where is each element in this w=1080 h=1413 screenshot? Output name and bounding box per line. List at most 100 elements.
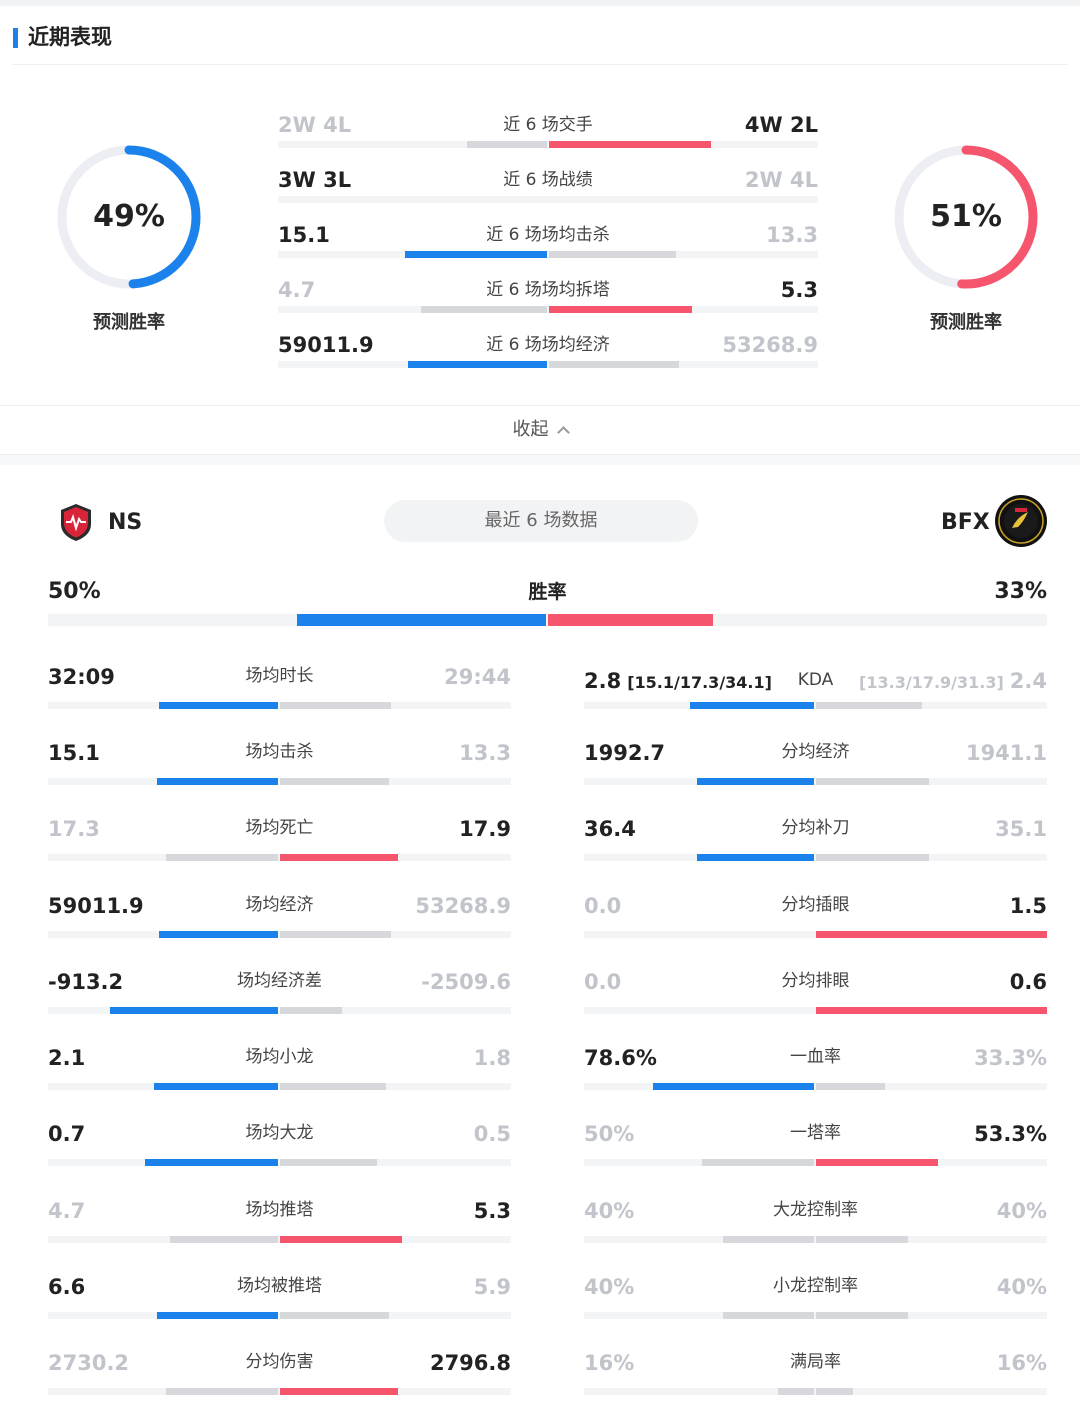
stat-left-number: 0.7 [48, 1122, 86, 1146]
bar-left-fill [697, 854, 814, 861]
stat-row: 1992.7 分均经济 1941.1 [584, 738, 1047, 794]
stat-row: -913.2 场均经济差 -2509.6 [48, 967, 511, 1023]
stat-bar-track [48, 854, 511, 861]
stat-bar-track [48, 1236, 511, 1243]
stat-right-value: 13.3 [459, 738, 511, 768]
bar-right-fill [816, 1388, 853, 1395]
win-rate-track [48, 614, 1047, 626]
collapse-divider-top [0, 405, 1080, 406]
stat-right-value: 33.3% [974, 1043, 1047, 1073]
stat-left-value: 0.0 [584, 967, 621, 997]
stat-left-number: 40% [584, 1275, 635, 1299]
stat-bar-track [584, 931, 1047, 938]
bar-right-fill [280, 702, 391, 709]
left-donut-chart [57, 145, 201, 289]
right-donut-chart [894, 145, 1038, 289]
matchup-bar-track [278, 361, 818, 368]
right-win-rate: 33% [994, 579, 1047, 604]
stat-row: 0.0 分均排眼 0.6 [584, 967, 1047, 1023]
right-prediction-value: 51% [930, 199, 1002, 234]
stat-right-number: -2509.6 [421, 970, 511, 994]
stat-row: 2730.2 分均伤害 2796.8 [48, 1348, 511, 1404]
left-prediction-donut: 49% [54, 142, 204, 292]
stat-right-number: 16% [996, 1351, 1047, 1375]
stat-row: 0.0 分均插眼 1.5 [584, 891, 1047, 947]
matchup-label: 近 6 场战绩 [503, 170, 593, 190]
stat-bar-track [584, 1159, 1047, 1166]
section-title: 近期表现 [28, 25, 112, 49]
stat-label: 小龙控制率 [773, 1276, 858, 1296]
stat-left-number: 15.1 [48, 741, 100, 765]
stat-left-value: 17.3 [48, 814, 100, 844]
stat-label: 场均时长 [245, 666, 314, 686]
stat-left-number: 0.0 [584, 894, 622, 918]
win-rate-label: 胜率 [528, 581, 567, 603]
stat-right-value: 53268.9 [415, 891, 511, 921]
stat-left-value: 6.6 [48, 1272, 85, 1302]
stat-row: 36.4 分均补刀 35.1 [584, 814, 1047, 870]
matchup-right-value: 13.3 [766, 223, 818, 247]
stat-right-number: 29:44 [444, 665, 511, 689]
stat-left-number: -913.2 [48, 970, 124, 994]
left-win-rate: 50% [48, 579, 101, 604]
bar-left-fill [653, 1083, 814, 1090]
stat-bar-track [584, 854, 1047, 861]
bar-left-fill [690, 702, 814, 709]
stat-bar-track [48, 1388, 511, 1395]
stat-label: 场均经济差 [237, 971, 322, 991]
bar-left-fill [702, 1159, 814, 1166]
collapse-label: 收起 [512, 419, 549, 440]
stat-row: 15.1 场均击杀 13.3 [48, 738, 511, 794]
bar-right-fill [280, 1083, 386, 1090]
stat-bar-track [584, 702, 1047, 709]
stat-row: 32:09 场均时长 29:44 [48, 662, 511, 718]
bar-left-fill [166, 1388, 278, 1395]
bar-right-fill [816, 1312, 908, 1319]
bar-right-fill [549, 361, 679, 368]
stat-right-value: 1941.1 [966, 738, 1047, 768]
stat-row: 59011.9 场均经济 53268.9 [48, 891, 511, 947]
collapse-divider-bottom [0, 454, 1080, 455]
stat-bar-track [48, 931, 511, 938]
left-donut-arc [57, 145, 201, 289]
stat-right-value: [13.3/17.9/31.3] 2.4 [859, 666, 1047, 698]
section-gap [0, 455, 1080, 465]
section-accent-bar [13, 28, 18, 48]
stat-row: 40% 小龙控制率 40% [584, 1272, 1047, 1328]
left-team-name: NS [108, 510, 143, 535]
collapse-button[interactable]: 收起 [0, 410, 1080, 450]
stat-right-number: 1.5 [1009, 894, 1047, 918]
stat-right-number: 0.6 [1009, 970, 1047, 994]
stat-label: 大龙控制率 [773, 1200, 858, 1220]
bar-left-fill [110, 1007, 278, 1014]
bar-left-fill [405, 251, 547, 258]
stat-right-value: 16% [997, 1348, 1047, 1378]
bar-right-fill [280, 1312, 389, 1319]
stat-label: 满局率 [790, 1352, 841, 1372]
recent-games-pill[interactable]: 最近 6 场数据 [384, 500, 698, 542]
stat-label: 场均击杀 [245, 742, 314, 762]
stat-right-number: 1941.1 [965, 741, 1047, 765]
bar-left-fill [421, 306, 547, 313]
stat-bar-track [584, 1312, 1047, 1319]
bar-right-fill [549, 306, 692, 313]
stat-left-value: 1992.7 [584, 738, 665, 768]
stat-right-detail: [13.3/17.9/31.3] [859, 673, 1004, 692]
stat-right-number: 0.5 [473, 1122, 511, 1146]
bar-right-fill [816, 931, 1047, 938]
bar-right-fill [280, 931, 391, 938]
stat-bar-track [584, 778, 1047, 785]
chevron-up-icon [556, 426, 570, 439]
bar-right-fill [816, 702, 922, 709]
stat-left-value: 2730.2 [48, 1348, 129, 1378]
stat-right-number: 2.4 [1009, 669, 1047, 693]
stat-label: 一血率 [790, 1047, 841, 1067]
stat-right-value: 1.8 [474, 1043, 511, 1073]
ns-shield-logo [61, 504, 91, 541]
win-rate-right-bar [548, 614, 713, 626]
stat-label: KDA [797, 670, 834, 690]
stat-label: 分均补刀 [781, 818, 850, 838]
stat-left-number: 36.4 [584, 817, 636, 841]
stat-left-number: 40% [584, 1199, 635, 1223]
stat-right-value: 0.5 [474, 1119, 511, 1149]
